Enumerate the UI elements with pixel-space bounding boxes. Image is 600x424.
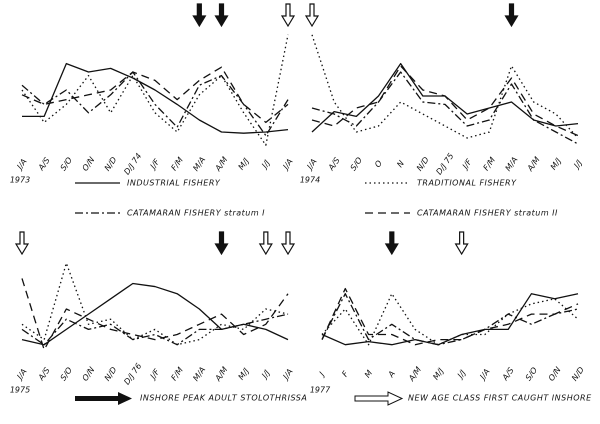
x-tick-label: M/A: [191, 155, 207, 173]
legend-label: CATAMARAN FISHERY stratum II: [417, 209, 558, 218]
x-tick-label: F: [340, 369, 350, 378]
series-line: [321, 293, 579, 346]
x-tick-label: A/M: [213, 365, 230, 383]
x-tick-label: M/J: [431, 366, 446, 381]
x-tick-label: J/A: [280, 367, 295, 382]
legend-label: NEW AGE CLASS FIRST CAUGHT INSHORE: [408, 394, 592, 403]
x-tick-label: M/J: [237, 366, 252, 381]
legend-label: INDUSTRIAL FISHERY: [127, 179, 221, 188]
x-tick-label: J/A: [280, 157, 295, 172]
series-line: [311, 34, 579, 139]
new-class-arrow: [304, 3, 320, 28]
series-line: [21, 34, 289, 146]
year-label: 1974: [300, 176, 320, 185]
x-tick-label: A/M: [213, 155, 230, 173]
x-tick-label: D/J 74: [122, 152, 143, 177]
series-line: [21, 282, 289, 346]
x-tick-label: J/F: [460, 157, 474, 172]
peak-arrow: [504, 3, 519, 28]
x-tick-label: O: [373, 159, 384, 169]
series-line: [321, 293, 579, 346]
x-tick-label: F/M: [482, 156, 498, 173]
x-tick-label: A/M: [407, 365, 424, 383]
x-tick-label: J/A: [14, 157, 29, 172]
year-label: 1977: [310, 386, 331, 395]
x-tick-label: D/J 75: [434, 152, 455, 177]
series-line: [321, 293, 579, 346]
x-tick-label: S/O: [349, 156, 364, 173]
new-class-arrow: [280, 3, 296, 28]
x-tick-label: N: [395, 159, 406, 169]
x-tick-label: F/M: [169, 366, 185, 383]
legend-label: CATAMARAN FISHERY stratum I: [127, 209, 265, 218]
x-tick-label: O/N: [81, 155, 97, 172]
peak-arrow: [384, 231, 399, 256]
x-tick-label: M/J: [549, 156, 564, 171]
x-tick-label: O/N: [81, 365, 97, 382]
x-tick-label: M/A: [503, 155, 519, 173]
series-line: [321, 287, 579, 346]
x-tick-label: A/S: [36, 156, 52, 173]
x-tick-label: A/S: [36, 366, 52, 383]
series-line: [311, 71, 579, 145]
x-tick-label: J/J: [259, 368, 272, 381]
x-tick-label: S/O: [524, 366, 539, 383]
x-tick-label: N/D: [103, 365, 119, 382]
peak-arrow: [214, 3, 229, 28]
legend-label: TRADITIONAL FISHERY: [417, 179, 517, 188]
x-tick-label: N/D: [570, 365, 586, 382]
new-class-arrow: [14, 231, 30, 256]
x-tick-label: J/A: [14, 367, 29, 382]
x-tick-label: O/N: [547, 365, 563, 382]
legend-label: INSHORE PEAK ADULT STOLOTHRISSA: [140, 394, 307, 403]
x-tick-label: F/M: [169, 156, 185, 173]
x-tick-label: S/O: [59, 366, 74, 383]
x-tick-label: J: [316, 370, 326, 379]
new-class-arrow: [258, 231, 273, 256]
peak-arrow: [214, 231, 229, 256]
x-tick-label: A/M: [525, 155, 542, 173]
new-class-arrow: [280, 231, 296, 256]
series-line: [22, 62, 289, 134]
series-line: [21, 313, 289, 346]
x-tick-label: J/J: [455, 368, 468, 381]
series-line: [311, 65, 579, 137]
x-tick-label: J/F: [147, 157, 161, 172]
x-tick-label: J/A: [304, 157, 319, 172]
x-tick-label: A/S: [500, 366, 516, 383]
legend-new-class-arrow: [354, 391, 404, 406]
x-tick-label: M/A: [191, 365, 207, 383]
series-line: [21, 262, 289, 346]
year-label: 1975: [10, 386, 30, 395]
x-tick-label: J/J: [259, 158, 272, 171]
x-tick-label: J/A: [477, 367, 492, 382]
series-line: [21, 278, 289, 351]
x-tick-label: A/S: [326, 156, 342, 173]
x-tick-label: J/J: [571, 158, 584, 171]
peak-arrow: [192, 3, 207, 28]
series-line: [21, 66, 289, 124]
x-tick-label: M: [363, 369, 374, 380]
legend-peak-arrow: [75, 392, 132, 405]
x-tick-label: N/D: [415, 155, 431, 172]
x-tick-label: N/D: [103, 155, 119, 172]
x-tick-label: A: [386, 369, 397, 379]
x-tick-label: J/F: [147, 367, 161, 382]
year-label: 1973: [10, 176, 30, 185]
new-class-arrow: [454, 231, 469, 256]
x-tick-label: S/O: [59, 156, 74, 173]
x-tick-label: D/J 76: [122, 362, 143, 387]
x-tick-label: M/J: [237, 156, 252, 171]
series-line: [21, 71, 289, 137]
